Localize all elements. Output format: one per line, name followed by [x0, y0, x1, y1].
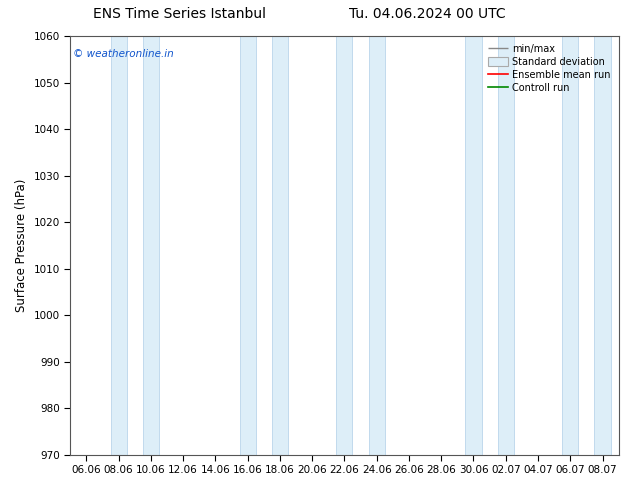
Bar — [337, 36, 353, 455]
Y-axis label: Surface Pressure (hPa): Surface Pressure (hPa) — [15, 179, 28, 312]
Bar — [240, 36, 256, 455]
Bar — [110, 36, 127, 455]
Text: ENS Time Series Istanbul: ENS Time Series Istanbul — [93, 7, 266, 22]
Text: © weatheronline.in: © weatheronline.in — [73, 49, 174, 59]
Bar — [368, 36, 385, 455]
Bar — [143, 36, 159, 455]
Bar — [498, 36, 514, 455]
Bar — [272, 36, 288, 455]
Legend: min/max, Standard deviation, Ensemble mean run, Controll run: min/max, Standard deviation, Ensemble me… — [485, 41, 614, 96]
Bar — [562, 36, 578, 455]
Bar — [465, 36, 482, 455]
Text: Tu. 04.06.2024 00 UTC: Tu. 04.06.2024 00 UTC — [349, 7, 505, 22]
Bar — [595, 36, 611, 455]
